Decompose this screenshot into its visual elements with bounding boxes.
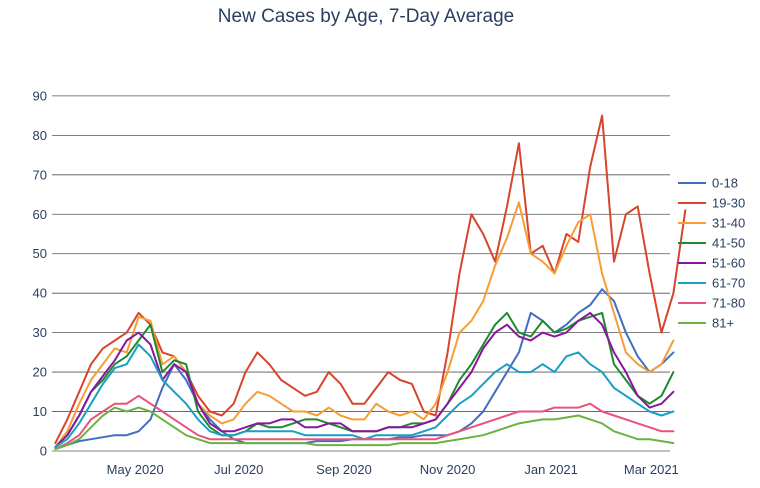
grid-lines [52, 95, 670, 452]
y-tick-label: 40 [33, 286, 47, 301]
y-tick-label: 90 [33, 88, 47, 103]
legend-label: 19-30 [712, 196, 745, 211]
x-axis-ticks: May 2020 Jul 2020 Sep 2020 Nov 2020 Jan 2021… [107, 462, 679, 477]
legend-label: 41-50 [712, 236, 745, 251]
y-tick-label: 80 [33, 128, 47, 143]
series-line-31-40 [54, 201, 675, 449]
series-line-71-80 [54, 394, 675, 450]
legend-item-19-30[interactable]: 19-30 [678, 196, 745, 211]
legend-label: 61-70 [712, 276, 745, 291]
y-tick-label: 30 [33, 325, 47, 340]
series-line-0-18 [54, 288, 675, 450]
legend-item-81+[interactable]: 81+ [678, 316, 734, 331]
series-lines [54, 114, 687, 450]
legend-label: 81+ [712, 316, 734, 331]
series-line-51-60 [54, 311, 675, 449]
y-tick-label: 60 [33, 207, 47, 222]
x-tick-label: Jan 2021 [524, 462, 578, 477]
legend-item-31-40[interactable]: 31-40 [678, 216, 745, 231]
legend[interactable]: 0-18 19-30 31-40 41-50 51-60 61-70 71-80 81+ [678, 176, 745, 331]
legend-item-51-60[interactable]: 51-60 [678, 256, 745, 271]
x-tick-label: Mar 2021 [624, 462, 679, 477]
legend-label: 0-18 [712, 176, 738, 191]
y-tick-label: 50 [33, 246, 47, 261]
chart-title: New Cases by Age, 7-Day Average [218, 6, 514, 27]
y-tick-label: 0 [40, 444, 47, 459]
legend-item-41-50[interactable]: 41-50 [678, 236, 745, 251]
x-tick-label: Nov 2020 [420, 462, 476, 477]
y-tick-label: 70 [33, 167, 47, 182]
legend-item-0-18[interactable]: 0-18 [678, 176, 738, 191]
y-tick-label: 10 [33, 404, 47, 419]
x-tick-label: Sep 2020 [316, 462, 372, 477]
legend-label: 31-40 [712, 216, 745, 231]
series-line-81+ [54, 406, 675, 450]
x-tick-label: May 2020 [107, 462, 164, 477]
y-axis-ticks: 0 10 20 30 40 50 60 70 80 90 [33, 88, 47, 458]
legend-item-71-80[interactable]: 71-80 [678, 296, 745, 311]
legend-label: 51-60 [712, 256, 745, 271]
x-tick-label: Jul 2020 [214, 462, 263, 477]
y-tick-label: 20 [33, 365, 47, 380]
legend-item-61-70[interactable]: 61-70 [678, 276, 745, 291]
legend-label: 71-80 [712, 296, 745, 311]
series-line-19-30 [54, 114, 687, 445]
